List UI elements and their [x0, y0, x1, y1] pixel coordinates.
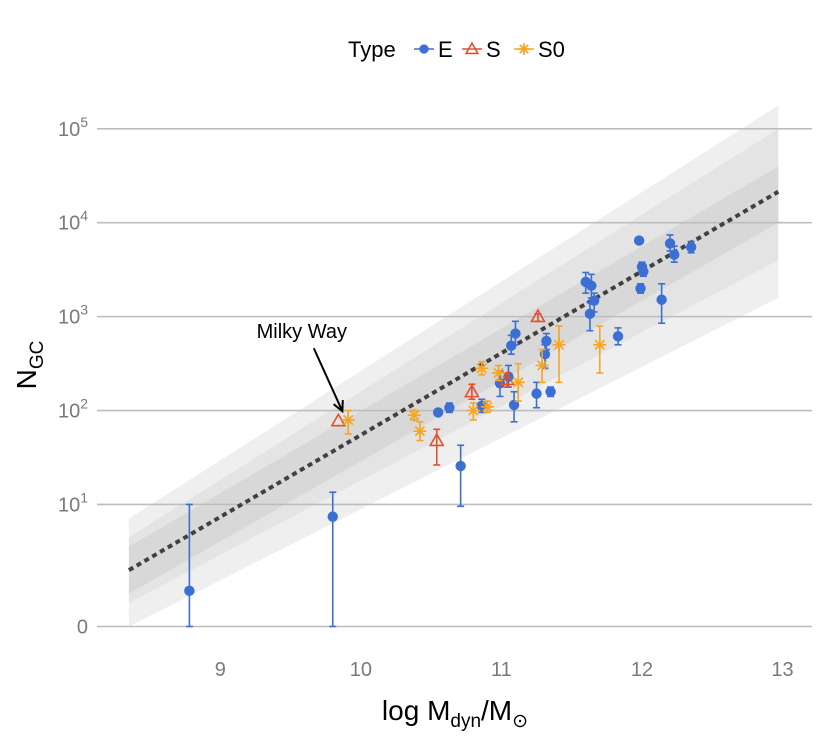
- point-S0-0: [341, 409, 355, 435]
- x-tick-label-0: 9: [215, 659, 226, 681]
- point-S0-9: [552, 325, 566, 384]
- point-S-4: [530, 308, 546, 323]
- svg-text:S0: S0: [538, 37, 565, 62]
- point-E-0: [184, 503, 195, 628]
- y-tick-label-2: 102: [58, 396, 88, 423]
- point-S0-5: [480, 400, 494, 414]
- point-E-20: [633, 235, 645, 246]
- svg-text:S: S: [486, 37, 501, 62]
- point-S0-1: [407, 408, 421, 422]
- point-E-10: [510, 320, 521, 346]
- point-E-2: [432, 407, 444, 418]
- point-E-13: [541, 332, 552, 351]
- point-E-19: [612, 327, 624, 346]
- point-S0-8: [535, 348, 549, 384]
- point-E-27: [685, 240, 697, 254]
- point-S-2: [464, 383, 480, 401]
- legend-entry-E: E: [414, 37, 453, 62]
- x-axis-title: log Mdyn/M⊙: [382, 695, 528, 732]
- y-tick-label-0: 0: [77, 617, 88, 639]
- point-S0-6: [492, 364, 506, 382]
- point-E-18: [588, 292, 600, 313]
- x-tick-label-4: 13: [771, 659, 793, 681]
- point-E-21: [635, 282, 646, 294]
- data-points: [184, 234, 697, 628]
- x-tick-labels: 9 10 11 12 13: [215, 659, 794, 681]
- point-E-24: [656, 282, 667, 325]
- legend-title: Type: [348, 37, 396, 62]
- x-tick-label-3: 12: [631, 659, 653, 681]
- y-tick-label-4: 104: [58, 208, 88, 235]
- y-tick-labels: 0 101 102 103 104 105: [58, 114, 88, 639]
- y-gridlines: [97, 128, 812, 628]
- x-tick-label-1: 10: [350, 659, 372, 681]
- svg-text:E: E: [438, 37, 453, 62]
- point-E-3: [444, 402, 455, 414]
- band-inner: [128, 166, 779, 594]
- annotations: Milky Way: [257, 321, 347, 414]
- point-E-9: [508, 390, 520, 423]
- point-E-26: [669, 245, 680, 263]
- point-E-14: [545, 386, 556, 398]
- point-S-3: [499, 371, 515, 388]
- point-S0-4: [475, 360, 489, 376]
- point-E-8: [506, 334, 517, 355]
- y-tick-label-1: 101: [58, 489, 88, 516]
- point-S-1: [428, 428, 445, 466]
- point-E-11: [531, 381, 542, 409]
- point-E-23: [638, 266, 649, 278]
- y-tick-label-5: 105: [58, 114, 88, 141]
- y-axis-title: NGC: [11, 341, 48, 390]
- point-S0-2: [413, 420, 427, 442]
- legend: Type E S S0: [348, 37, 565, 62]
- point-S0-10: [593, 325, 607, 374]
- legend-entry-S0: S0: [514, 37, 565, 62]
- point-E-1: [327, 491, 338, 628]
- legend-entry-S: S: [462, 37, 501, 62]
- confidence-bands: [128, 105, 779, 627]
- point-E-4: [455, 444, 466, 508]
- annotation-0: Milky Way: [257, 321, 347, 414]
- point-S0-3: [466, 402, 480, 421]
- point-S-0: [330, 412, 347, 427]
- svg-text:Milky Way: Milky Way: [257, 321, 347, 343]
- point-S0-7: [511, 362, 525, 402]
- y-tick-label-3: 103: [58, 302, 88, 329]
- x-tick-label-2: 11: [491, 659, 512, 681]
